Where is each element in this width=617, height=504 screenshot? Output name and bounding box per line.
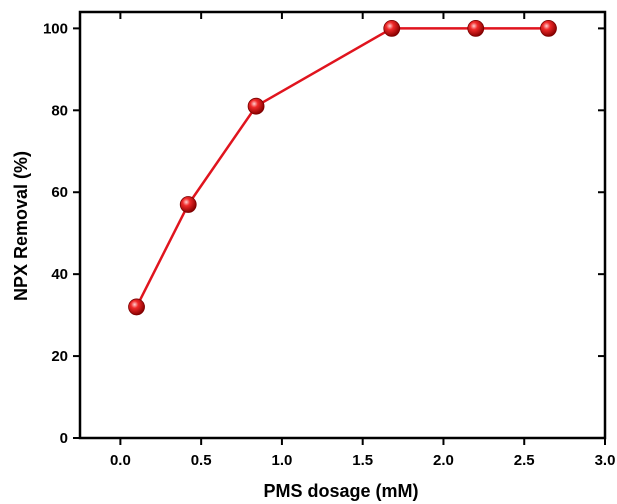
x-tick-label: 1.0 <box>271 452 292 469</box>
y-axis-title: NPX Removal (%) <box>11 151 31 301</box>
x-tick-label: 3.0 <box>595 452 616 469</box>
data-point <box>128 298 145 316</box>
data-point <box>383 19 401 37</box>
x-tick-label: 2.0 <box>433 452 454 469</box>
x-tick-label: 2.5 <box>514 452 535 469</box>
x-axis-title: PMS dosage (mM) <box>263 481 418 501</box>
y-tick-label: 60 <box>51 184 68 201</box>
x-tick-label: 1.5 <box>352 452 373 469</box>
y-tick-label: 20 <box>51 348 68 365</box>
y-tick-label: 0 <box>60 430 68 447</box>
data-point <box>540 19 557 37</box>
plot-frame <box>78 10 607 440</box>
data-point <box>467 19 485 37</box>
y-tick-label: 40 <box>51 266 68 283</box>
x-tick-label: 0.5 <box>191 452 212 469</box>
data-point <box>179 196 197 213</box>
y-tick-label: 100 <box>43 20 68 37</box>
x-tick-label: 0.0 <box>110 452 131 469</box>
y-tick-label: 80 <box>51 102 68 119</box>
data-point <box>247 97 265 115</box>
series-line <box>135 27 549 308</box>
